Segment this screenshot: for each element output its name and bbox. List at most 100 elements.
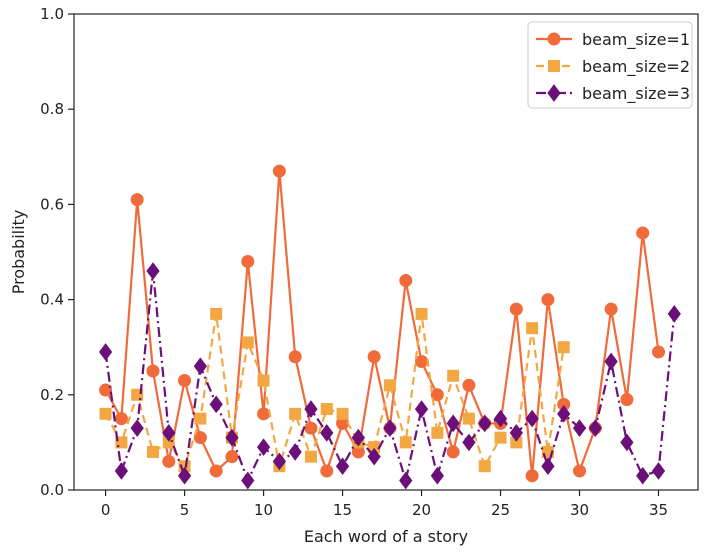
series-3 bbox=[98, 262, 681, 490]
x-tick-label: 5 bbox=[180, 501, 190, 519]
data-point bbox=[146, 262, 160, 280]
data-point bbox=[162, 454, 176, 468]
data-point bbox=[98, 343, 113, 361]
data-point bbox=[130, 193, 144, 207]
data-point bbox=[399, 274, 413, 288]
data-point bbox=[383, 379, 396, 392]
axes-layer: 0 5 10 15 20 25 30 35 0.0 0.2 0.4 0.6 0.8 1.0 bbox=[40, 5, 699, 519]
data-point bbox=[526, 322, 539, 335]
data-point bbox=[620, 393, 634, 407]
data-point bbox=[652, 345, 666, 359]
data-point bbox=[194, 412, 207, 425]
data-point bbox=[304, 400, 318, 418]
data-point bbox=[541, 293, 555, 307]
data-point bbox=[573, 464, 587, 478]
data-point bbox=[557, 341, 570, 354]
data-point bbox=[367, 447, 381, 466]
data-point bbox=[431, 426, 444, 439]
data-point bbox=[210, 307, 223, 320]
data-point bbox=[478, 414, 492, 433]
data-point bbox=[241, 336, 254, 349]
data-point bbox=[525, 469, 539, 483]
data-point bbox=[99, 407, 112, 420]
data-point bbox=[351, 428, 365, 447]
legend-label: beam_size=3 bbox=[582, 84, 690, 104]
legend-marker bbox=[547, 84, 561, 102]
data-point bbox=[336, 407, 349, 420]
data-point bbox=[131, 388, 144, 401]
data-point bbox=[320, 424, 334, 442]
data-point bbox=[257, 407, 271, 421]
data-point bbox=[289, 407, 302, 420]
y-axis-label: Probability bbox=[9, 210, 28, 295]
x-tick-label: 20 bbox=[412, 501, 431, 519]
legend-entry-2: beam_size=2 bbox=[536, 57, 690, 77]
data-point bbox=[115, 436, 128, 449]
data-point bbox=[304, 450, 317, 463]
data-point bbox=[209, 395, 223, 414]
data-point bbox=[525, 409, 539, 428]
data-point bbox=[447, 369, 460, 382]
legend-label: beam_size=1 bbox=[582, 30, 690, 50]
data-point bbox=[415, 307, 428, 320]
data-point bbox=[509, 302, 523, 316]
legend-marker bbox=[548, 60, 560, 72]
data-point bbox=[178, 374, 192, 388]
data-point bbox=[367, 350, 381, 364]
y-tick-label: 0.8 bbox=[40, 100, 64, 118]
data-point bbox=[193, 431, 207, 445]
data-point bbox=[604, 302, 618, 316]
data-point bbox=[225, 450, 239, 464]
series-layer bbox=[98, 164, 681, 490]
y-tick-label: 0.2 bbox=[40, 386, 64, 404]
data-point bbox=[114, 462, 129, 480]
data-point bbox=[572, 419, 587, 437]
data-point bbox=[162, 424, 176, 442]
data-point bbox=[272, 164, 286, 178]
data-point bbox=[146, 445, 159, 458]
x-tick-label: 10 bbox=[254, 501, 273, 519]
series-1 bbox=[99, 164, 666, 483]
data-point bbox=[415, 354, 429, 368]
data-point bbox=[636, 226, 650, 240]
data-point bbox=[588, 419, 602, 437]
y-tick-label: 0.6 bbox=[40, 195, 64, 213]
y-tick-label: 0.4 bbox=[40, 291, 64, 309]
data-point bbox=[209, 464, 223, 478]
data-point bbox=[399, 436, 412, 449]
data-point bbox=[320, 403, 333, 416]
data-point bbox=[557, 405, 571, 423]
data-point bbox=[146, 364, 160, 378]
legend: beam_size=1 beam_size=2 beam_size=3 bbox=[527, 21, 693, 109]
data-point bbox=[667, 305, 681, 323]
data-point bbox=[493, 409, 508, 428]
data-point bbox=[114, 412, 128, 426]
data-point bbox=[335, 457, 350, 476]
y-tick-label: 1.0 bbox=[40, 5, 64, 23]
x-tick-label: 30 bbox=[570, 501, 589, 519]
data-point bbox=[130, 419, 144, 437]
legend-label: beam_size=2 bbox=[582, 57, 690, 77]
data-point bbox=[651, 462, 666, 480]
legend-marker bbox=[547, 32, 561, 46]
data-point bbox=[430, 388, 444, 402]
legend-entry-1: beam_size=1 bbox=[536, 30, 690, 50]
data-point bbox=[225, 428, 239, 447]
data-point bbox=[288, 350, 302, 364]
axes-frame bbox=[73, 13, 699, 491]
legend-entry-3: beam_size=3 bbox=[536, 84, 690, 104]
x-axis-label: Each word of a story bbox=[304, 527, 468, 546]
data-point bbox=[241, 255, 255, 269]
data-point bbox=[462, 378, 476, 392]
data-point bbox=[509, 424, 523, 442]
x-tick-label: 25 bbox=[491, 501, 510, 519]
data-point bbox=[399, 471, 413, 490]
data-point bbox=[430, 466, 444, 485]
data-point bbox=[462, 433, 476, 452]
data-point bbox=[256, 438, 271, 456]
data-point bbox=[446, 414, 460, 433]
x-tick-label: 15 bbox=[333, 501, 352, 519]
data-point bbox=[636, 466, 650, 485]
series-2 bbox=[99, 307, 570, 473]
